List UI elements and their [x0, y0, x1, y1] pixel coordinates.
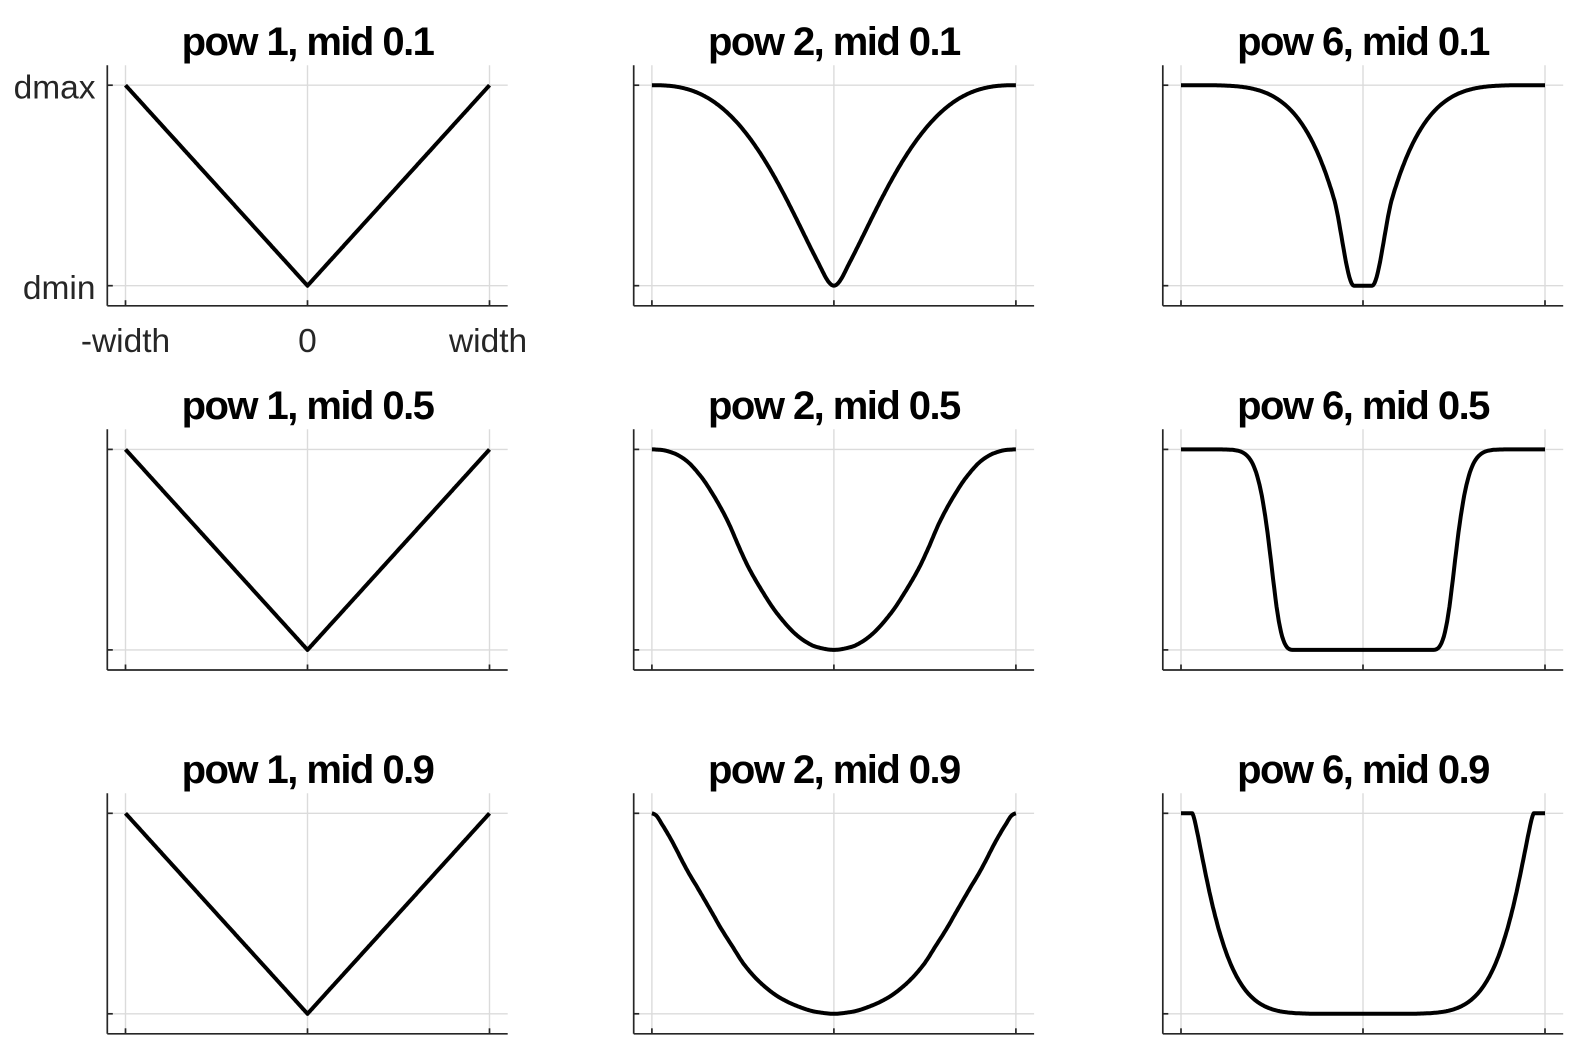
svg-text:dmin: dmin — [23, 270, 96, 307]
svg-text:pow 2, mid 0.5: pow 2, mid 0.5 — [708, 384, 961, 428]
svg-text:pow 1, mid 0.5: pow 1, mid 0.5 — [182, 384, 435, 428]
svg-text:pow 1, mid 0.1: pow 1, mid 0.1 — [182, 20, 435, 64]
svg-text:pow 6, mid 0.9: pow 6, mid 0.9 — [1237, 748, 1489, 792]
svg-text:pow 2, mid 0.1: pow 2, mid 0.1 — [708, 20, 961, 64]
svg-text:0: 0 — [298, 323, 317, 360]
svg-text:-width: -width — [81, 323, 170, 360]
svg-text:pow 1, mid 0.9: pow 1, mid 0.9 — [182, 748, 434, 792]
svg-text:width: width — [448, 323, 527, 360]
svg-text:pow 6, mid 0.5: pow 6, mid 0.5 — [1237, 384, 1490, 428]
svg-text:pow 6, mid 0.1: pow 6, mid 0.1 — [1237, 20, 1490, 64]
svg-text:dmax: dmax — [14, 70, 96, 107]
svg-text:pow 2, mid 0.9: pow 2, mid 0.9 — [708, 748, 960, 792]
